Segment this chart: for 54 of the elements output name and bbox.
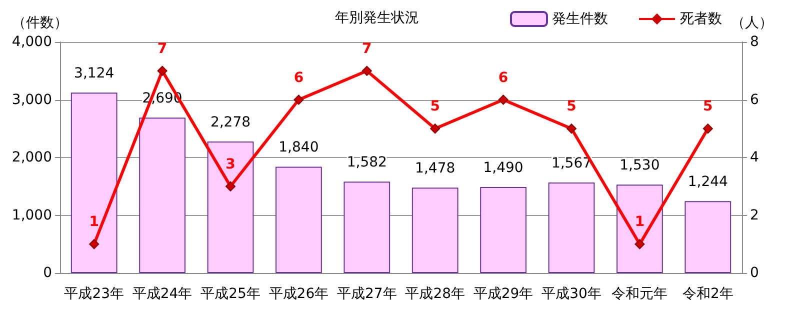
data-label: 3 (226, 156, 236, 172)
y2-tick-label: 8 (750, 34, 759, 50)
data-label: 1,582 (346, 154, 387, 171)
data-label: 1,244 (688, 174, 728, 190)
y2-axis-title: （人） (731, 15, 773, 31)
y2-tick-label: 0 (750, 265, 759, 281)
y-axis-title: （件数） (12, 15, 68, 31)
bar (207, 141, 254, 273)
bar (70, 92, 118, 273)
bar (616, 184, 663, 273)
data-label: 5 (703, 98, 713, 115)
y-tick-label: 2,000 (12, 150, 52, 166)
data-label: 1,530 (620, 158, 660, 174)
bar (139, 118, 186, 273)
data-label: 1 (634, 214, 645, 230)
x-tick-label: 平成23年 (64, 286, 124, 302)
y-tick-label: 0 (43, 265, 52, 281)
x-tick-label: 平成27年 (336, 286, 397, 302)
data-label: 2,278 (210, 114, 251, 130)
data-label: 3,124 (74, 66, 114, 82)
bar (684, 201, 732, 273)
x-tick-label: 平成28年 (405, 286, 466, 302)
y2-tick-label: 2 (750, 207, 759, 224)
chart-title: 年別発生状況 (335, 10, 419, 26)
data-label: 1 (89, 214, 99, 230)
data-label: 7 (157, 40, 168, 57)
x-tick-label: 平成24年 (132, 286, 192, 302)
bar (276, 166, 322, 273)
x-tick-label: 平成29年 (473, 286, 534, 302)
x-tick-label: 平成25年 (200, 286, 260, 302)
x-tick-label: 平成30年 (542, 286, 602, 302)
data-label: 1,490 (483, 160, 524, 176)
bar (412, 188, 458, 273)
data-label: 1,478 (415, 160, 456, 177)
legend-label: 発生件数 (552, 11, 608, 27)
data-label: 7 (362, 40, 372, 57)
y-tick-label: 4,000 (12, 34, 52, 50)
data-label: 5 (430, 98, 440, 115)
x-tick-label: 令和2年 (682, 286, 734, 302)
legend-label: 死者数 (680, 11, 722, 27)
bar (548, 182, 595, 273)
bar (344, 182, 390, 273)
y-tick-label: 3,000 (12, 92, 52, 108)
data-label: 6 (498, 70, 508, 86)
data-label: 1,840 (278, 140, 319, 156)
x-tick-label: 平成26年 (268, 286, 329, 302)
data-label: 6 (294, 70, 304, 86)
data-label: 1,567 (551, 156, 592, 172)
y2-tick-label: 4 (750, 150, 759, 166)
data-label: 5 (566, 98, 576, 115)
x-tick-label: 令和元年 (612, 286, 668, 302)
bar (480, 186, 526, 273)
y-tick-label: 1,000 (12, 207, 52, 224)
y2-tick-label: 6 (750, 92, 759, 108)
